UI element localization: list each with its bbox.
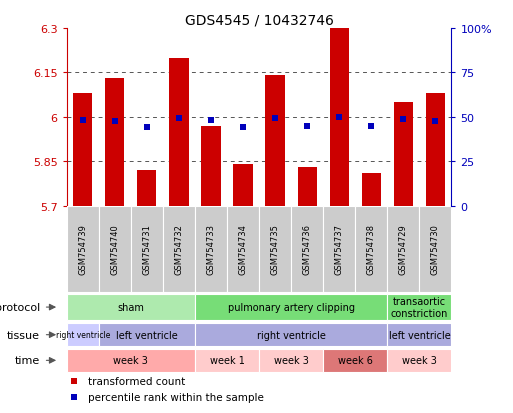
Bar: [259, 206, 291, 292]
Bar: [426, 94, 445, 206]
Text: GSM754732: GSM754732: [174, 224, 184, 275]
Text: GSM754735: GSM754735: [270, 224, 280, 275]
Text: transformed count: transformed count: [88, 376, 185, 386]
Bar: [259, 349, 323, 372]
Bar: [233, 165, 252, 206]
Bar: [298, 168, 317, 206]
Text: percentile rank within the sample: percentile rank within the sample: [88, 392, 264, 402]
Bar: [393, 103, 413, 206]
Bar: [105, 79, 124, 206]
Text: GSM754737: GSM754737: [334, 224, 344, 275]
Text: time: time: [14, 356, 40, 366]
Text: GSM754730: GSM754730: [431, 224, 440, 275]
Bar: [265, 76, 285, 206]
Text: GSM754734: GSM754734: [239, 224, 248, 275]
Text: GSM754733: GSM754733: [206, 224, 215, 275]
Bar: [201, 126, 221, 206]
Bar: [67, 294, 195, 320]
Bar: [355, 206, 387, 292]
Bar: [98, 323, 195, 347]
Bar: [329, 29, 349, 206]
Text: transaortic
constriction: transaortic constriction: [391, 297, 448, 318]
Text: tissue: tissue: [7, 330, 40, 340]
Bar: [387, 206, 420, 292]
Text: right ventricle: right ventricle: [55, 330, 110, 339]
Text: left ventricle: left ventricle: [116, 330, 177, 340]
Text: GSM754731: GSM754731: [142, 224, 151, 275]
Bar: [195, 349, 259, 372]
Bar: [67, 323, 98, 347]
Bar: [291, 206, 323, 292]
Bar: [169, 58, 189, 206]
Text: GSM754740: GSM754740: [110, 224, 120, 275]
Bar: [420, 206, 451, 292]
Bar: [195, 294, 387, 320]
Bar: [323, 206, 355, 292]
Text: sham: sham: [117, 302, 144, 312]
Text: pulmonary artery clipping: pulmonary artery clipping: [228, 302, 354, 312]
Bar: [163, 206, 195, 292]
Text: GSM754736: GSM754736: [303, 224, 312, 275]
Bar: [227, 206, 259, 292]
Bar: [67, 206, 98, 292]
Bar: [362, 173, 381, 206]
Text: week 3: week 3: [402, 356, 437, 366]
Text: GSM754739: GSM754739: [78, 224, 87, 275]
Text: GSM754729: GSM754729: [399, 224, 408, 275]
Bar: [195, 323, 387, 347]
Bar: [387, 323, 451, 347]
Text: week 1: week 1: [210, 356, 244, 366]
Text: week 3: week 3: [274, 356, 308, 366]
Bar: [323, 349, 387, 372]
Bar: [131, 206, 163, 292]
Bar: [67, 349, 195, 372]
Bar: [387, 294, 451, 320]
Text: protocol: protocol: [0, 302, 40, 312]
Bar: [195, 206, 227, 292]
Bar: [98, 206, 131, 292]
Bar: [137, 171, 156, 206]
Title: GDS4545 / 10432746: GDS4545 / 10432746: [185, 14, 333, 28]
Text: GSM754738: GSM754738: [367, 224, 376, 275]
Text: week 3: week 3: [113, 356, 148, 366]
Bar: [73, 94, 92, 206]
Text: week 6: week 6: [338, 356, 372, 366]
Text: left ventricle: left ventricle: [388, 330, 450, 340]
Bar: [387, 349, 451, 372]
Text: right ventricle: right ventricle: [256, 330, 326, 340]
